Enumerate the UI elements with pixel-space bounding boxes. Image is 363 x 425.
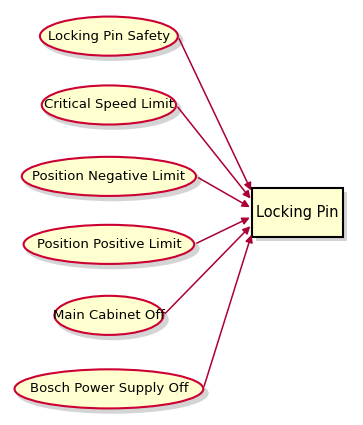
Ellipse shape bbox=[42, 85, 176, 125]
Ellipse shape bbox=[15, 369, 203, 408]
Ellipse shape bbox=[22, 157, 196, 196]
FancyBboxPatch shape bbox=[252, 188, 343, 237]
Text: Locking Pin: Locking Pin bbox=[256, 205, 339, 220]
Ellipse shape bbox=[42, 20, 183, 61]
Ellipse shape bbox=[40, 17, 178, 56]
Text: Critical Speed Limit: Critical Speed Limit bbox=[44, 99, 174, 111]
Text: Bosch Power Supply Off: Bosch Power Supply Off bbox=[30, 382, 188, 395]
Text: Main Cabinet Off: Main Cabinet Off bbox=[53, 309, 165, 322]
Ellipse shape bbox=[16, 372, 209, 414]
FancyBboxPatch shape bbox=[256, 192, 347, 241]
Text: Locking Pin Safety: Locking Pin Safety bbox=[48, 30, 170, 42]
Ellipse shape bbox=[25, 228, 200, 269]
Text: Position Negative Limit: Position Negative Limit bbox=[32, 170, 185, 183]
Ellipse shape bbox=[56, 299, 169, 340]
Ellipse shape bbox=[24, 225, 194, 264]
Text: Position Positive Limit: Position Positive Limit bbox=[37, 238, 181, 251]
Ellipse shape bbox=[24, 160, 201, 201]
Ellipse shape bbox=[54, 296, 163, 335]
Ellipse shape bbox=[44, 89, 182, 130]
